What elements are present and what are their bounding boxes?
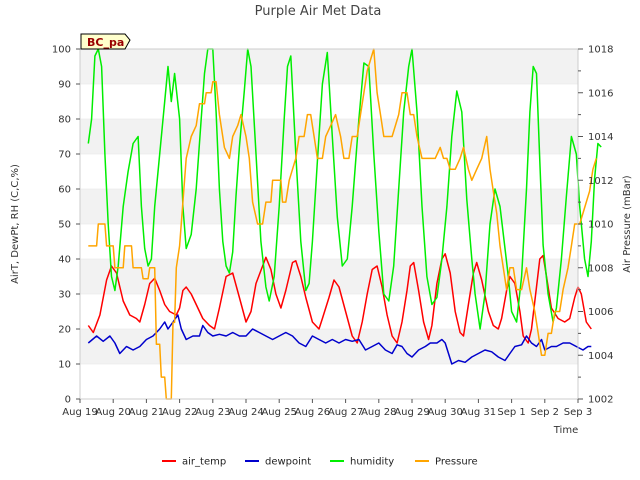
right-tick-label: 1012 [588,176,613,187]
x-tick-label: Aug 24 [228,407,263,418]
right-tick-label: 1016 [588,88,613,99]
x-tick-label: Aug 20 [95,407,130,418]
grid-band [80,329,578,364]
x-tick-label: Sep 1 [497,407,525,418]
left-tick-label: 10 [58,360,71,371]
left-tick-label: 80 [58,115,71,126]
legend-label: air_temp [182,457,226,468]
right-tick-label: 1004 [588,351,613,362]
left-tick-label: 90 [58,80,71,91]
x-tick-label: Aug 23 [195,407,230,418]
right-tick-label: 1008 [588,263,613,274]
legend: air_temp dewpoint humidity Pressure [162,457,478,468]
x-tick-label: Aug 22 [162,407,197,418]
left-axis-title: AirT, DewPt, RH (C,C,%) [10,164,21,284]
left-tick-label: 50 [58,220,71,231]
x-tick-label: Sep 3 [564,407,592,418]
legend-item-pressure: Pressure [415,457,478,468]
legend-item-humidity: humidity [330,457,394,468]
grid-band [80,259,578,294]
left-tick-label: 40 [58,255,71,266]
x-tick-label: Aug 26 [295,407,330,418]
right-tick-label: 1014 [588,132,613,143]
chart-title: Purple Air Met Data [255,4,382,19]
site-label: BC_pa [87,36,124,49]
left-tick-label: 20 [58,325,71,336]
series-layer [87,48,602,400]
right-axis-ticks: 1002 1004 1006 1008 1010 1012 1014 1016 1018 [578,45,613,406]
grid-band [80,119,578,154]
x-tick-label: Aug 21 [129,407,164,418]
legend-label: humidity [350,457,394,468]
x-tick-label: Aug 28 [361,407,396,418]
right-tick-label: 1010 [588,220,613,231]
left-tick-label: 100 [52,45,71,56]
x-tick-label: Aug 31 [461,407,496,418]
x-axis-title: Time [553,425,578,436]
left-tick-label: 60 [58,185,71,196]
site-label-badge: BC_pa [80,33,131,50]
right-tick-label: 1006 [588,307,613,318]
x-tick-label: Aug 30 [427,407,462,418]
legend-label: Pressure [435,457,478,468]
left-tick-label: 70 [58,150,71,161]
x-tick-label: Sep 2 [531,407,559,418]
legend-item-air-temp: air_temp [162,457,226,468]
legend-item-dewpoint: dewpoint [245,457,311,468]
series-line-dewpoint [87,314,592,365]
left-tick-label: 30 [58,290,71,301]
right-tick-label: 1018 [588,45,613,56]
right-tick-label: 1002 [588,395,613,406]
x-tick-label: Aug 25 [261,407,296,418]
legend-label: dewpoint [265,457,311,468]
x-tick-label: Aug 19 [62,407,97,418]
grid-bands [80,48,578,400]
right-axis-title: Air Pressure (mBar) [622,175,633,273]
series-line-humidity [87,48,602,330]
left-axis-ticks: 0 10 20 30 40 50 60 70 80 90 100 [52,45,80,406]
series-line-pressure [88,48,598,400]
x-tick-label: Aug 27 [328,407,363,418]
x-tick-label: Aug 29 [394,407,429,418]
left-tick-label: 0 [65,395,71,406]
